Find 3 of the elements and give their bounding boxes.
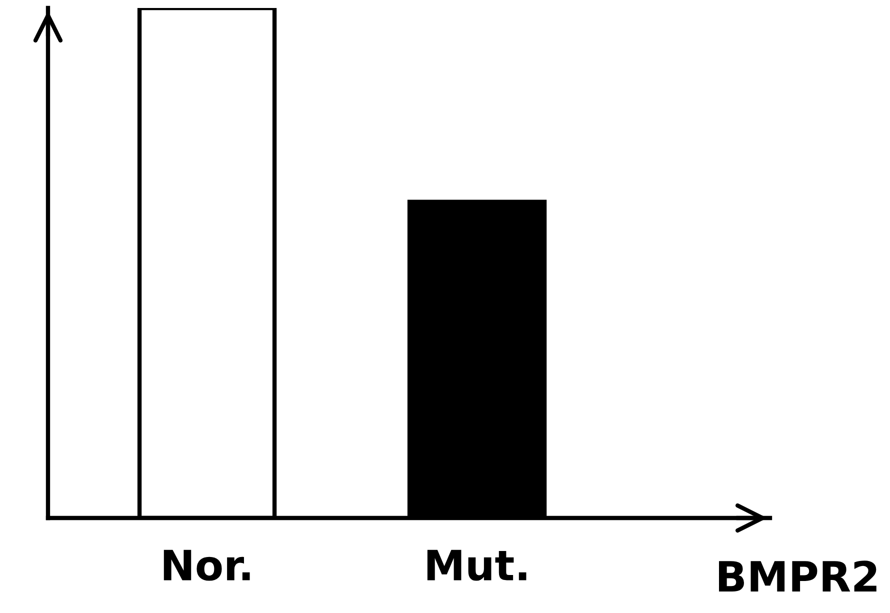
x-tick-label: Mut. (427, 550, 526, 581)
x-tick-label: Nor. (164, 550, 250, 581)
x-axis-title: BMPR2 (718, 560, 876, 592)
